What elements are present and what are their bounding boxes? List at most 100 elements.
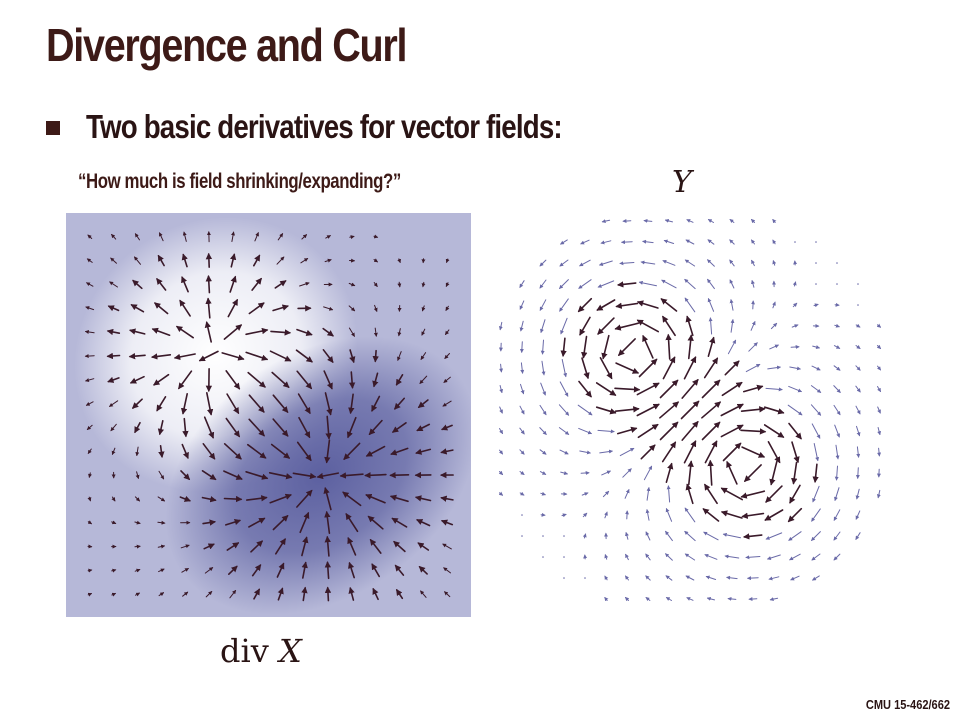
field-arrow — [131, 398, 143, 409]
field-arrow — [539, 427, 547, 435]
field-arrow — [750, 320, 756, 331]
field-arrow — [625, 531, 629, 540]
field-arrow — [624, 488, 630, 499]
field-arrow — [769, 597, 779, 602]
field-arrow — [225, 417, 240, 438]
field-arrow — [371, 395, 381, 412]
field-arrow — [720, 510, 743, 519]
field-arrow — [740, 490, 766, 499]
field-arrow — [179, 299, 191, 317]
field-arrow — [129, 375, 145, 384]
field-arrow — [539, 404, 547, 416]
div-label: div X — [220, 632, 302, 670]
field-arrow — [599, 449, 613, 454]
field-arrow — [707, 459, 714, 486]
field-arrow — [272, 515, 289, 531]
field-arrow — [87, 592, 93, 597]
field-arrow — [707, 239, 715, 245]
field-arrow — [614, 322, 640, 331]
field-arrow — [180, 544, 190, 549]
field-arrow — [740, 428, 767, 435]
field-arrow — [788, 385, 803, 393]
field-arrow — [604, 511, 608, 519]
field-arrow — [640, 260, 656, 265]
field-arrow — [765, 532, 783, 540]
field-arrow — [132, 279, 143, 290]
field-arrow — [181, 443, 189, 459]
field-arrow — [181, 276, 189, 293]
field-arrow — [301, 234, 308, 240]
field-arrow — [443, 567, 451, 574]
field-arrow — [519, 341, 524, 353]
field-arrow — [85, 378, 95, 382]
field-dot — [542, 535, 544, 537]
field-arrow — [339, 472, 364, 479]
field-arrow — [499, 428, 503, 435]
field-arrow — [772, 239, 777, 245]
field-arrow — [578, 427, 593, 435]
field-arrow — [130, 304, 145, 313]
field-arrow — [619, 447, 635, 457]
field-arrow — [813, 303, 819, 308]
field-arrow — [159, 232, 164, 242]
field-arrow — [342, 491, 362, 507]
field-arrow — [498, 491, 504, 496]
field-arrow — [201, 496, 217, 503]
field-arrow — [198, 350, 219, 362]
field-arrow — [645, 509, 650, 521]
field-arrow — [724, 554, 740, 559]
field-arrow — [442, 543, 452, 550]
field-arrow — [789, 366, 801, 371]
field-arrow — [833, 345, 841, 349]
field-arrow — [158, 470, 165, 480]
field-arrow — [813, 443, 820, 462]
field-arrow — [788, 531, 802, 541]
field-arrow — [420, 590, 427, 598]
field-arrow — [316, 472, 340, 480]
field-arrow — [444, 353, 450, 359]
field-arrow — [248, 517, 266, 528]
field-arrow — [665, 333, 672, 360]
field-arrow — [707, 259, 715, 267]
field-arrow — [394, 397, 406, 410]
field-arrow — [324, 258, 332, 263]
slide-title: Divergence and Curl — [46, 19, 408, 71]
field-arrow — [742, 384, 764, 393]
field-arrow — [135, 471, 140, 480]
field-arrow — [300, 258, 309, 264]
field-arrow — [707, 219, 714, 223]
field-arrow — [84, 330, 95, 334]
field-arrow — [582, 533, 587, 539]
field-arrow — [811, 365, 821, 371]
field-arrow — [787, 507, 803, 523]
field-arrow — [745, 363, 761, 373]
field-arrow — [792, 281, 797, 287]
field-arrow — [108, 400, 119, 407]
field-arrow — [134, 496, 141, 502]
field-arrow — [720, 424, 744, 438]
field-arrow — [421, 305, 426, 312]
field-arrow — [598, 260, 613, 266]
field-arrow — [520, 383, 525, 395]
field-arrow — [617, 281, 637, 288]
field-arrow — [703, 357, 719, 379]
field-arrow — [111, 568, 117, 573]
field-arrow — [701, 421, 721, 441]
field-dot — [563, 535, 565, 537]
field-arrow — [372, 587, 379, 601]
field-arrow — [722, 442, 742, 462]
field-arrow — [684, 297, 696, 313]
field-arrow — [134, 544, 141, 549]
field-arrow — [665, 507, 673, 522]
field-arrow — [665, 575, 673, 581]
field-arrow — [181, 253, 188, 268]
field-arrow — [106, 328, 121, 336]
field-arrow — [767, 365, 781, 370]
field-arrow — [269, 350, 292, 362]
field-arrow — [683, 440, 697, 464]
field-arrow — [708, 317, 713, 335]
field-arrow — [539, 471, 547, 475]
field-arrow — [229, 275, 237, 293]
field-arrow — [876, 344, 882, 350]
field-arrow — [722, 532, 741, 539]
